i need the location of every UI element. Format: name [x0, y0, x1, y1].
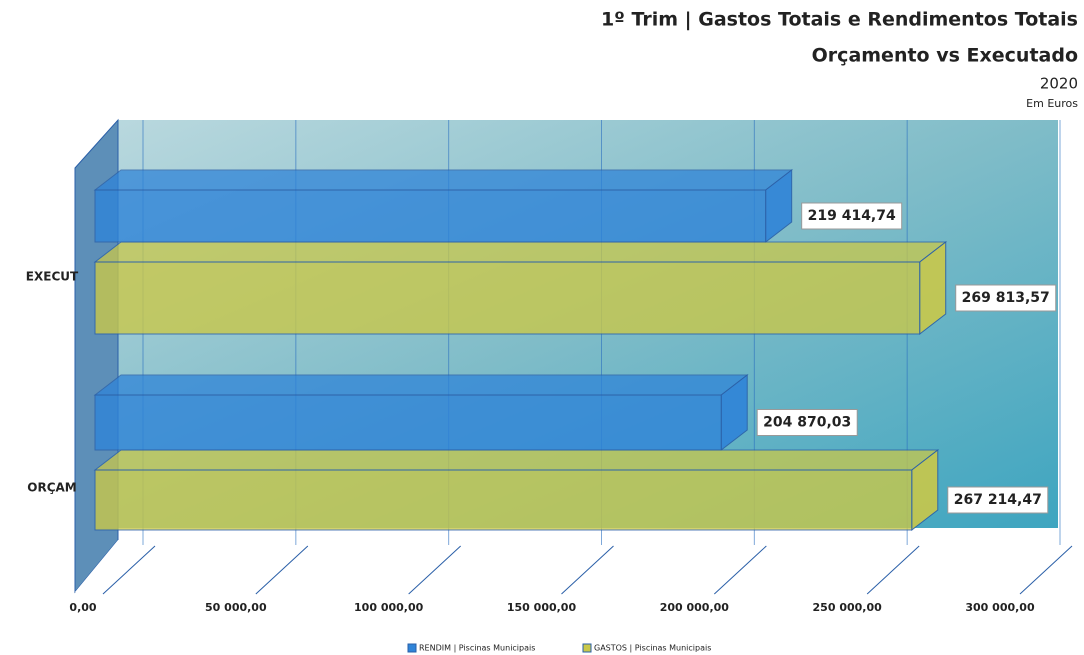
tick-line: [255, 545, 309, 595]
bar: [93, 373, 749, 452]
x-tick-label: 100 000,00: [354, 601, 424, 614]
y-tick-label: EXECUT: [26, 270, 79, 284]
bar-top: [93, 374, 749, 396]
chart-title: 1º Trim | Gastos Totais e Rendimentos To…: [601, 9, 1078, 31]
y-tick-label: ORÇAM: [27, 481, 76, 495]
x-tick-label: 300 000,00: [965, 601, 1035, 614]
legend-label: GASTOS | Piscinas Municipais: [594, 644, 711, 653]
annotation: 2020: [1040, 75, 1078, 93]
legend-label: RENDIM | Piscinas Municipais: [419, 644, 535, 653]
value-label: 269 813,57: [962, 290, 1050, 306]
value-label: 204 870,03: [763, 415, 851, 431]
tick-line: [102, 545, 156, 595]
value-label-box: [756, 409, 858, 436]
value-label: 219 414,74: [808, 208, 896, 224]
value-label-box: [801, 202, 903, 230]
bar: [93, 168, 794, 244]
x-tick-label: 150 000,00: [507, 601, 577, 614]
tick-line: [1019, 545, 1073, 595]
annotation: Em Euros: [1026, 97, 1078, 110]
value-label-box: [955, 284, 1057, 312]
x-tick-label: 200 000,00: [660, 601, 730, 614]
bar-top: [93, 241, 948, 263]
bar-top: [93, 449, 940, 471]
bar-face: [94, 189, 767, 243]
legend-swatch: [582, 643, 592, 653]
bar-face: [94, 394, 722, 451]
value-label: 267 214,47: [954, 492, 1042, 508]
legend-swatch: [407, 643, 417, 653]
x-tick-label: 0,00: [69, 601, 96, 614]
tick-line: [561, 545, 614, 595]
chart-subtitle: Orçamento vs Executado: [812, 45, 1078, 67]
bar: [93, 240, 948, 336]
x-tick-label: 250 000,00: [813, 601, 883, 614]
bar: [93, 448, 940, 532]
bar-top: [93, 169, 794, 191]
tick-line: [866, 545, 920, 595]
bar-face: [94, 261, 921, 335]
tick-line: [408, 545, 462, 595]
x-tick-label: 50 000,00: [205, 601, 267, 614]
tick-line: [713, 545, 767, 595]
value-label-box: [947, 486, 1049, 514]
bar-face: [94, 469, 913, 531]
floor: [75, 540, 1058, 592]
